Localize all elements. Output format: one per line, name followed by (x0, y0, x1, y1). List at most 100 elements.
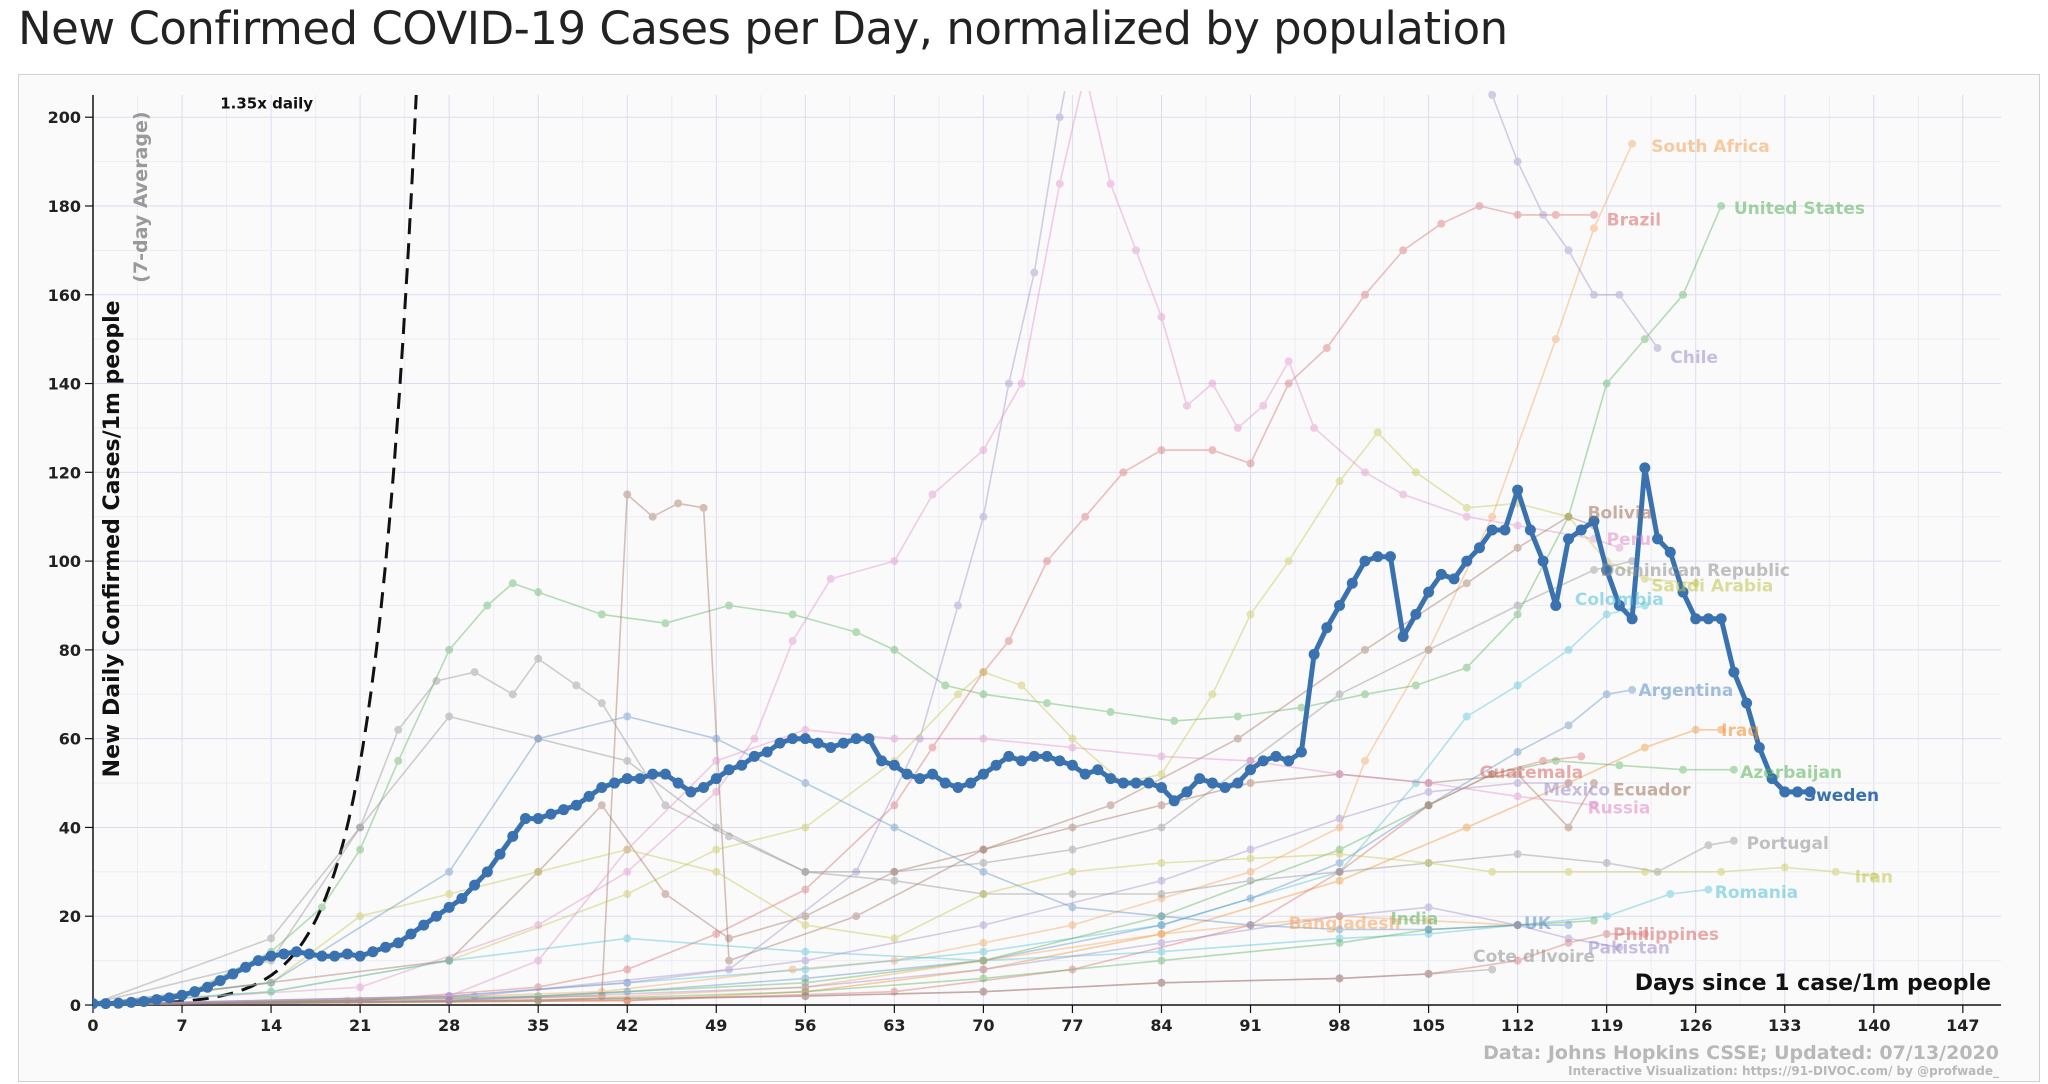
data-point[interactable] (534, 867, 543, 876)
data-point[interactable] (801, 987, 810, 996)
data-point[interactable] (1028, 750, 1040, 762)
data-point[interactable] (1068, 845, 1077, 854)
data-point[interactable] (1157, 921, 1166, 930)
data-point[interactable] (698, 781, 710, 793)
data-point[interactable] (1106, 708, 1115, 717)
data-point[interactable] (979, 446, 988, 455)
data-point[interactable] (1602, 858, 1611, 867)
data-point[interactable] (267, 978, 276, 987)
data-point[interactable] (1589, 224, 1598, 233)
data-point[interactable] (341, 948, 353, 960)
data-point[interactable] (445, 992, 454, 1001)
data-point[interactable] (1068, 965, 1077, 974)
data-point[interactable] (1399, 490, 1408, 499)
series-bangladesh[interactable] (89, 912, 1522, 1009)
data-point[interactable] (1168, 795, 1180, 807)
data-point[interactable] (801, 992, 810, 1001)
data-point[interactable] (176, 989, 188, 1001)
series-united-states[interactable] (89, 201, 1726, 1008)
series-line[interactable] (93, 493, 1595, 1006)
data-point[interactable] (712, 787, 721, 796)
data-point[interactable] (1741, 697, 1753, 709)
data-point[interactable] (367, 946, 379, 958)
data-point[interactable] (1157, 858, 1166, 867)
data-point[interactable] (801, 823, 810, 832)
data-point[interactable] (432, 676, 441, 685)
data-point[interactable] (977, 768, 989, 780)
data-point[interactable] (583, 790, 595, 802)
data-point[interactable] (1397, 631, 1409, 643)
data-point[interactable] (1640, 574, 1649, 583)
data-point[interactable] (825, 742, 837, 754)
data-point[interactable] (519, 813, 531, 825)
data-point[interactable] (214, 975, 226, 987)
data-point[interactable] (1335, 974, 1344, 983)
data-point[interactable] (1589, 916, 1598, 925)
data-point[interactable] (227, 968, 239, 980)
data-point[interactable] (189, 986, 201, 998)
data-point[interactable] (1066, 759, 1078, 771)
data-point[interactable] (1399, 246, 1408, 255)
data-point[interactable] (1335, 876, 1344, 885)
data-point[interactable] (1335, 912, 1344, 921)
data-point[interactable] (965, 777, 977, 789)
data-point[interactable] (623, 756, 632, 765)
data-point[interactable] (1640, 929, 1649, 938)
data-point[interactable] (1461, 555, 1473, 567)
data-point[interactable] (1690, 613, 1702, 625)
data-point[interactable] (1717, 201, 1726, 210)
data-point[interactable] (623, 934, 632, 943)
data-point[interactable] (265, 950, 277, 962)
data-point[interactable] (1043, 699, 1051, 708)
data-point[interactable] (1539, 210, 1548, 219)
data-point[interactable] (1004, 379, 1013, 388)
data-point[interactable] (1679, 765, 1687, 774)
data-point[interactable] (1640, 743, 1649, 752)
data-point[interactable] (445, 890, 454, 899)
data-point[interactable] (1310, 423, 1319, 432)
data-point[interactable] (597, 987, 606, 996)
data-point[interactable] (1335, 858, 1344, 867)
data-point[interactable] (1208, 690, 1217, 699)
series-line[interactable] (93, 604, 1645, 1005)
data-point[interactable] (801, 987, 810, 996)
data-point[interactable] (394, 725, 403, 734)
data-point[interactable] (1513, 921, 1522, 930)
series-line[interactable] (93, 888, 1709, 1005)
data-point[interactable] (736, 759, 748, 771)
data-point[interactable] (1157, 956, 1166, 965)
series-line[interactable] (93, 715, 1735, 1005)
data-point[interactable] (1157, 921, 1166, 930)
data-point[interactable] (1157, 938, 1166, 947)
data-point[interactable] (291, 946, 303, 958)
data-point[interactable] (750, 734, 759, 743)
data-point[interactable] (710, 773, 722, 785)
data-point[interactable] (1335, 867, 1344, 876)
data-point[interactable] (1524, 524, 1536, 536)
data-point[interactable] (1424, 858, 1433, 867)
data-point[interactable] (1424, 645, 1433, 654)
data-point[interactable] (1257, 755, 1269, 767)
data-point[interactable] (1577, 752, 1586, 761)
data-point[interactable] (979, 845, 988, 854)
series-iran[interactable] (89, 845, 1878, 1009)
data-point[interactable] (1068, 743, 1077, 752)
data-point[interactable] (1488, 770, 1497, 779)
data-point[interactable] (1246, 459, 1255, 468)
data-point[interactable] (1564, 779, 1573, 788)
data-point[interactable] (788, 965, 797, 974)
data-point[interactable] (1691, 725, 1700, 734)
data-point[interactable] (979, 921, 988, 930)
data-point[interactable] (1551, 210, 1560, 219)
data-point[interactable] (623, 996, 632, 1005)
data-point[interactable] (356, 983, 365, 992)
data-point[interactable] (1564, 512, 1573, 521)
series-line[interactable] (93, 728, 1595, 1006)
data-point[interactable] (163, 992, 175, 1004)
data-point[interactable] (979, 965, 988, 974)
data-point[interactable] (1780, 863, 1789, 872)
data-point[interactable] (1334, 599, 1346, 611)
data-point[interactable] (445, 996, 454, 1005)
data-point[interactable] (1462, 663, 1471, 672)
data-point[interactable] (623, 845, 632, 854)
